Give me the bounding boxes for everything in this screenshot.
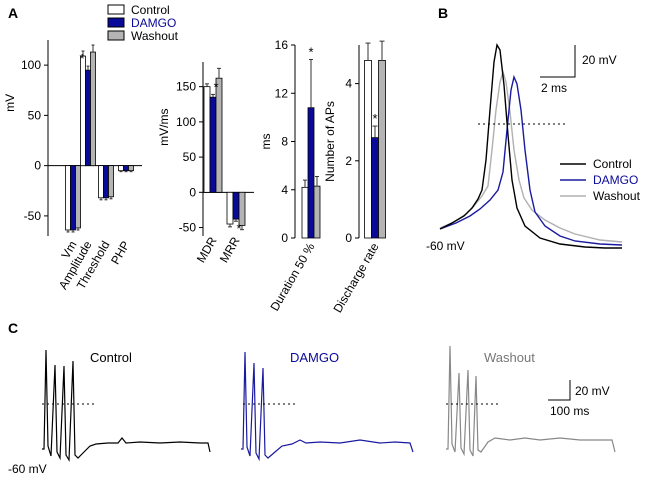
bar-washout	[108, 165, 114, 198]
legend-label-b-washout: Washout	[593, 189, 641, 203]
y-tick-label: 0	[189, 185, 196, 199]
panel-label-c: C	[8, 320, 18, 336]
bar-damgo	[307, 107, 315, 239]
y-tick-label: 50	[183, 150, 197, 164]
significance-star: *	[213, 79, 218, 94]
trace-b-washout	[439, 69, 623, 243]
category-label: Discharge rate	[330, 240, 381, 315]
category-label: MRR	[217, 234, 243, 265]
bar-washout	[90, 51, 96, 167]
bar-damgo	[123, 165, 129, 172]
panel-label-b: B	[438, 5, 448, 21]
panel-a-bar-charts: -50050100mVVmAmplitudeThresholdPHP*-5005…	[3, 38, 386, 315]
trace-b-damgo	[439, 74, 623, 246]
legend-swatch-washout	[107, 30, 125, 41]
bar-damgo	[209, 96, 217, 193]
bar-control	[65, 165, 71, 231]
y-tick-label: 50	[28, 108, 42, 122]
y-axis-label: mV/ms	[157, 108, 171, 145]
bar-damgo	[371, 137, 379, 239]
significance-star: *	[308, 44, 313, 59]
scale-label-b-time: 2 ms	[541, 81, 567, 95]
bar-control	[364, 60, 372, 239]
trace-label-c-washout: Washout	[484, 350, 535, 365]
bar-damgo	[70, 165, 76, 231]
trace-label-c-control: Control	[90, 350, 132, 365]
y-tick-label: -50	[24, 209, 42, 223]
scale-label-b-voltage: 20 mV	[582, 53, 617, 67]
bar-legend: Control DAMGO Washout	[107, 3, 179, 43]
y-tick-label: 8	[281, 135, 288, 149]
bar-control	[118, 165, 124, 172]
bar-washout	[378, 60, 386, 239]
panel-c-discharge-traces: Control -60 mV DAMGO Washout 20 mV 100 m…	[8, 345, 616, 476]
bar-washout	[128, 165, 134, 172]
scale-bar-b	[540, 45, 576, 78]
bar-washout	[215, 77, 223, 193]
bar-control	[301, 186, 309, 239]
y-axis-label: mV	[3, 94, 17, 112]
y-tick-label: 2	[345, 154, 352, 168]
y-tick-label: 150	[176, 80, 196, 94]
category-label: PHP	[108, 239, 132, 267]
chart-A3: 0 4 8 12 16 ms Duration 50 % *	[259, 38, 321, 313]
panel-label-a: A	[8, 5, 18, 21]
legend-swatch-damgo	[107, 17, 125, 28]
significance-star: *	[79, 51, 84, 66]
bar-damgo	[85, 69, 91, 167]
scale-label-c-time: 100 ms	[550, 404, 589, 418]
bar-control	[98, 165, 104, 199]
legend-label-b-control: Control	[593, 157, 632, 171]
scale-label-c-voltage: 20 mV	[575, 384, 610, 398]
category-label: MDR	[194, 234, 220, 265]
y-tick-label: -50	[179, 221, 197, 235]
scale-bar-c	[548, 380, 571, 401]
chart-A4: 0 2 4 Number of APs Discharge rate *	[323, 40, 386, 315]
legend-label-damgo: DAMGO	[131, 16, 176, 30]
legend-swatch-control	[107, 4, 125, 15]
panel-b-action-potentials: 20 mV 2 ms -60 mV Control DAMGO Washout	[426, 43, 641, 253]
trace-c-damgo	[241, 351, 414, 462]
y-tick-label: 16	[275, 38, 289, 52]
legend-label-b-damgo: DAMGO	[593, 173, 638, 187]
y-tick-label: 0	[281, 231, 288, 245]
baseline-label-c: -60 mV	[8, 462, 47, 476]
legend-label-control: Control	[131, 3, 170, 17]
bar-washout	[75, 165, 81, 229]
y-tick-label: 12	[275, 86, 289, 100]
trace-c-washout	[446, 345, 616, 457]
trace-b-control	[439, 43, 622, 249]
bar-damgo	[103, 165, 109, 199]
y-tick-label: 0	[34, 159, 41, 173]
y-tick-label: 100	[21, 58, 41, 72]
y-axis-label: ms	[259, 134, 273, 150]
y-tick-label: 100	[176, 115, 196, 129]
category-label: Duration 50 %	[267, 240, 317, 313]
bar-damgo	[232, 191, 240, 220]
baseline-label-b: -60 mV	[426, 239, 465, 253]
significance-star: *	[372, 111, 377, 126]
bar-control	[226, 191, 234, 225]
bar-control	[80, 55, 86, 167]
legend-label-washout: Washout	[131, 29, 179, 43]
trace-label-c-damgo: DAMGO	[290, 350, 339, 365]
bar-washout	[313, 185, 321, 239]
trace-c-control	[42, 349, 211, 463]
y-axis-label: Number of APs	[323, 101, 337, 182]
y-tick-label: 4	[345, 77, 352, 91]
bar-control	[203, 86, 211, 193]
y-tick-label: 4	[281, 183, 288, 197]
significance-star: *	[236, 221, 241, 236]
y-tick-label: 0	[345, 231, 352, 245]
